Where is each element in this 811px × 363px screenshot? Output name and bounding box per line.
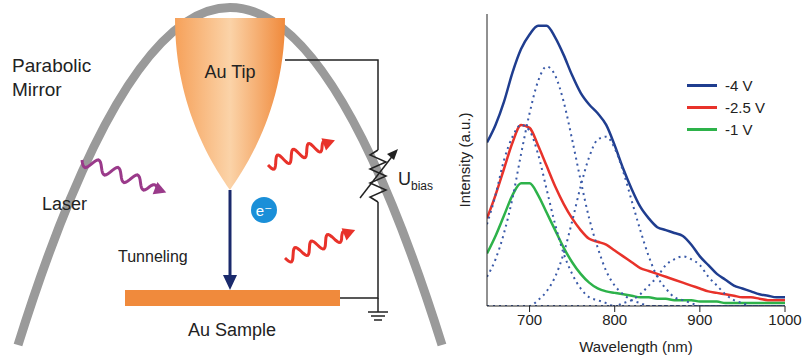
- html-text:-1 V: -1 V: [725, 120, 753, 138]
- svg-text:1000: 1000: [768, 311, 801, 328]
- svg-text:Ubias: Ubias: [398, 169, 433, 193]
- svg-text:800: 800: [602, 311, 627, 328]
- html-text:-4 V: -4 V: [725, 76, 753, 94]
- svg-text:Wavelength (nm): Wavelength (nm): [579, 338, 693, 355]
- svg-text:Intensity (a.u.): Intensity (a.u.): [456, 112, 473, 207]
- svg-text:Au Tip: Au Tip: [204, 62, 255, 82]
- svg-text:Parabolic: Parabolic: [12, 55, 91, 76]
- html-text:-2.5 V: -2.5 V: [725, 98, 765, 116]
- svg-text:Laser: Laser: [42, 194, 87, 214]
- svg-text:Mirror: Mirror: [12, 79, 62, 100]
- svg-text:900: 900: [687, 311, 712, 328]
- svg-text:Au Sample: Au Sample: [188, 320, 276, 340]
- svg-text:e⁻: e⁻: [256, 202, 272, 219]
- svg-text:Tunneling: Tunneling: [118, 248, 188, 265]
- svg-text:700: 700: [517, 311, 542, 328]
